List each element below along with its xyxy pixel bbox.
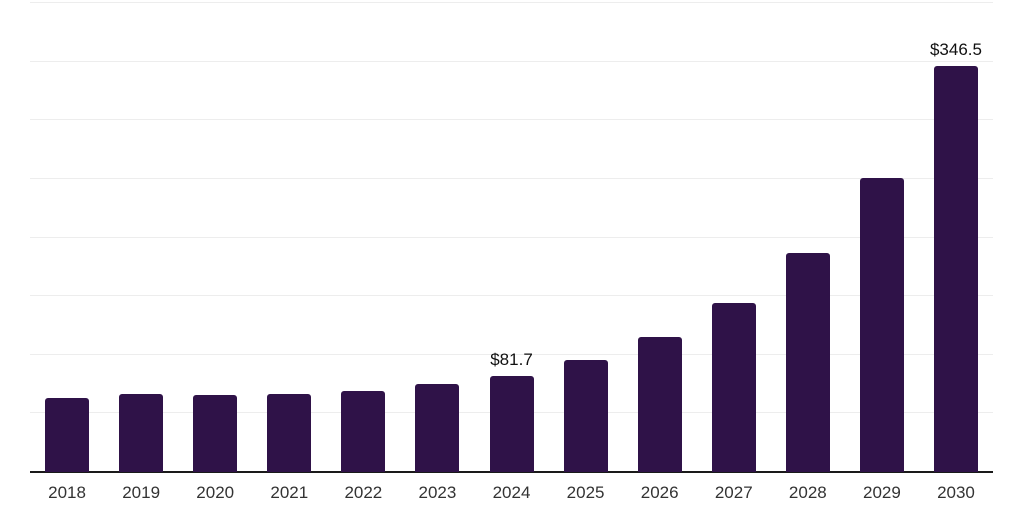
bar-2019	[119, 393, 164, 472]
x-tick-label-2019: 2019	[122, 483, 161, 502]
x-tick-label-2021: 2021	[270, 483, 309, 502]
x-tick-label-2020: 2020	[196, 483, 235, 502]
plot-area: $81.7 $346.5	[30, 2, 993, 473]
bar-value-label-2024: $81.7	[490, 350, 533, 370]
bar-2018	[45, 398, 90, 472]
gridline	[30, 177, 993, 179]
x-tick-label-2027: 2027	[714, 483, 753, 502]
bar-2021	[267, 393, 312, 472]
gridline	[30, 295, 993, 297]
bar-2028	[785, 252, 830, 472]
x-tick-label-2022: 2022	[344, 483, 383, 502]
bar-value-label-2030: $346.5	[929, 39, 982, 59]
x-tick-label-2030: 2030	[937, 483, 975, 502]
bar-2024	[489, 376, 534, 472]
x-tick-label-2024: 2024	[492, 483, 531, 502]
x-tick-label-2028: 2028	[788, 483, 827, 502]
gridline	[30, 119, 993, 121]
x-tick-label-2025: 2025	[566, 483, 605, 502]
gridline	[30, 60, 993, 62]
bar-2023	[415, 384, 460, 472]
x-axis-line	[30, 471, 993, 473]
bar-2025	[563, 359, 608, 472]
bar-2026	[637, 336, 682, 472]
bar-2022	[341, 390, 386, 472]
bar-2027	[711, 303, 756, 472]
bar-2029	[859, 178, 904, 472]
x-tick-label-2026: 2026	[640, 483, 679, 502]
x-tick-label-2018: 2018	[48, 483, 86, 502]
gridline	[30, 2, 993, 3]
gridline	[30, 353, 993, 355]
x-tick-label-2023: 2023	[418, 483, 457, 502]
x-axis-labels: 2018 2019 2020 2021 2022 2023 2024 2025 2026 2027…	[30, 482, 993, 506]
bar-2030	[933, 65, 978, 472]
bar-2020	[193, 394, 238, 472]
gridline	[30, 236, 993, 238]
x-tick-label-2029: 2029	[862, 483, 901, 502]
